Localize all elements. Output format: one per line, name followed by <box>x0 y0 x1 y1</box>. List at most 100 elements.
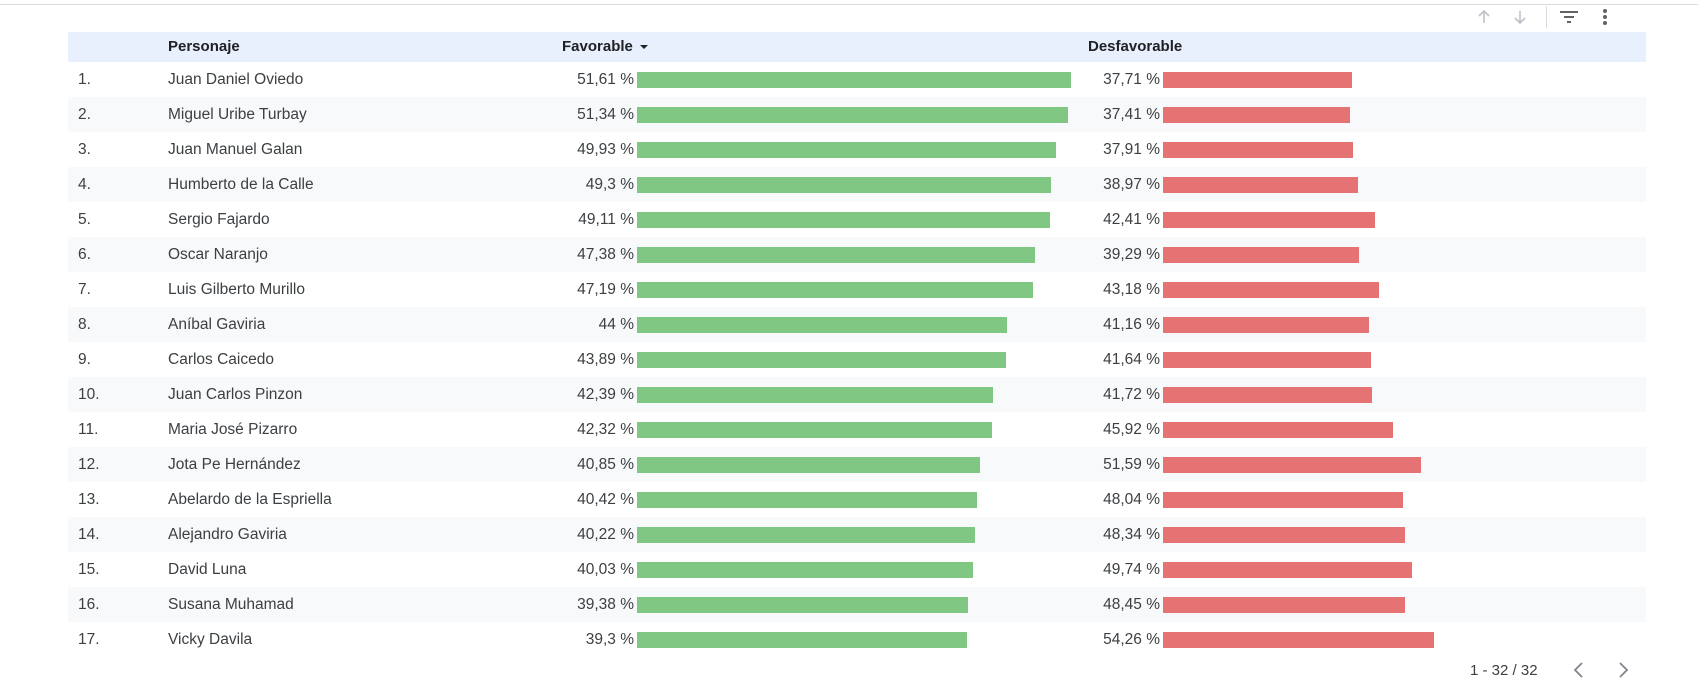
row-character-name: Alejandro Gaviria <box>168 526 287 543</box>
unfavorable-value: 43,18 % <box>1103 281 1160 298</box>
table-row[interactable]: 1. Juan Daniel Oviedo 51,61 % 37,71 % <box>68 62 1646 97</box>
unfavorable-bar <box>1163 177 1358 193</box>
table-row[interactable]: 13. Abelardo de la Espriella 40,42 % 48,04 … <box>68 482 1646 517</box>
header-desfavorable[interactable]: Desfavorable <box>1088 38 1183 55</box>
filter-icon <box>1560 11 1578 23</box>
unfavorable-bar <box>1163 352 1372 368</box>
table-row[interactable]: 9. Carlos Caicedo 43,89 % 41,64 % <box>68 342 1646 377</box>
row-character-name: Sergio Fajardo <box>168 211 270 228</box>
favorable-value: 51,61 % <box>577 71 634 88</box>
table-row[interactable]: 8. Aníbal Gaviria 44 % 41,16 % <box>68 307 1646 342</box>
pagination: 1 - 32 / 32 <box>1470 656 1652 684</box>
favorable-value: 42,39 % <box>577 386 634 403</box>
favorable-value: 51,34 % <box>577 106 634 123</box>
row-character-name: Vicky Davila <box>168 631 253 648</box>
table-row[interactable]: 3. Juan Manuel Galan 49,93 % 37,91 % <box>68 132 1646 167</box>
top-divider <box>0 4 1698 5</box>
unfavorable-bar <box>1163 457 1421 473</box>
row-character-name: Maria José Pizarro <box>168 421 298 438</box>
favorable-bar <box>637 177 1052 193</box>
sort-descending-button[interactable] <box>1506 4 1534 30</box>
favorable-value: 44 % <box>598 316 634 333</box>
table-toolbar <box>1470 4 1627 30</box>
unfavorable-bar <box>1163 212 1376 228</box>
row-character-name: Abelardo de la Espriella <box>168 491 332 508</box>
row-character-name: Luis Gilberto Murillo <box>168 281 305 298</box>
favorable-bar <box>637 247 1035 263</box>
favorable-value: 43,89 % <box>577 351 634 368</box>
more-options-button[interactable] <box>1591 4 1619 30</box>
unfavorable-value: 38,97 % <box>1103 176 1160 193</box>
unfavorable-value: 41,16 % <box>1103 316 1160 333</box>
arrow-down-icon <box>1514 11 1526 25</box>
row-character-name: Susana Muhamad <box>168 596 294 613</box>
row-index: 4. <box>78 176 91 193</box>
unfavorable-value: 37,41 % <box>1103 106 1160 123</box>
table-row[interactable]: 16. Susana Muhamad 39,38 % 48,45 % <box>68 587 1646 622</box>
sort-ascending-button[interactable] <box>1470 4 1498 30</box>
row-index: 12. <box>78 456 100 473</box>
row-index: 17. <box>78 631 100 648</box>
unfavorable-bar <box>1163 527 1405 543</box>
data-table: Personaje Favorable Desfavorable 1. Juan … <box>68 32 1646 657</box>
favorable-bar <box>637 282 1034 298</box>
favorable-bar <box>637 107 1069 123</box>
unfavorable-bar <box>1163 597 1406 613</box>
chevron-left-icon <box>1573 662 1583 678</box>
row-character-name: Juan Manuel Galan <box>168 141 303 158</box>
row-index: 9. <box>78 351 91 368</box>
favorable-value: 42,32 % <box>577 421 634 438</box>
row-index: 13. <box>78 491 100 508</box>
unfavorable-value: 49,74 % <box>1103 561 1160 578</box>
row-character-name: Miguel Uribe Turbay <box>168 106 307 123</box>
header-favorable-wrap[interactable]: Favorable <box>562 32 649 62</box>
unfavorable-value: 48,34 % <box>1103 526 1160 543</box>
unfavorable-bar <box>1163 247 1360 263</box>
table-header: Personaje Favorable Desfavorable <box>68 32 1646 62</box>
prev-page-button[interactable] <box>1564 656 1594 684</box>
favorable-value: 47,19 % <box>577 281 634 298</box>
unfavorable-bar <box>1163 632 1435 648</box>
favorable-bar <box>637 632 968 648</box>
table-row[interactable]: 14. Alejandro Gaviria 40,22 % 48,34 % <box>68 517 1646 552</box>
unfavorable-value: 48,04 % <box>1103 491 1160 508</box>
chevron-right-icon <box>1618 662 1628 678</box>
favorable-bar <box>637 422 993 438</box>
favorable-bar <box>637 352 1006 368</box>
favorable-value: 39,3 % <box>585 631 634 648</box>
table-row[interactable]: 4. Humberto de la Calle 49,3 % 38,97 % <box>68 167 1646 202</box>
toolbar-separator <box>1546 6 1547 28</box>
unfavorable-value: 54,26 % <box>1103 631 1160 648</box>
table-row[interactable]: 11. Maria José Pizarro 42,32 % 45,92 % <box>68 412 1646 447</box>
next-page-button[interactable] <box>1608 656 1638 684</box>
favorable-bar <box>637 142 1057 158</box>
unfavorable-bar <box>1163 492 1404 508</box>
favorable-bar <box>637 72 1071 88</box>
row-character-name: Humberto de la Calle <box>168 176 314 193</box>
more-vert-icon <box>1603 9 1607 25</box>
table-row[interactable]: 17. Vicky Davila 39,3 % 54,26 % <box>68 622 1646 657</box>
unfavorable-bar <box>1163 107 1351 123</box>
table-row[interactable]: 10. Juan Carlos Pinzon 42,39 % 41,72 % <box>68 377 1646 412</box>
unfavorable-bar <box>1163 387 1372 403</box>
table-row[interactable]: 6. Oscar Naranjo 47,38 % 39,29 % <box>68 237 1646 272</box>
table-row[interactable]: 15. David Luna 40,03 % 49,74 % <box>68 552 1646 587</box>
row-character-name: Jota Pe Hernández <box>168 456 301 473</box>
unfavorable-value: 41,64 % <box>1103 351 1160 368</box>
favorable-bar <box>637 597 968 613</box>
favorable-bar <box>637 212 1050 228</box>
header-personaje[interactable]: Personaje <box>168 38 240 55</box>
filter-button[interactable] <box>1555 4 1583 30</box>
unfavorable-value: 48,45 % <box>1103 596 1160 613</box>
favorable-value: 40,85 % <box>577 456 634 473</box>
sort-desc-caret-icon <box>639 45 648 50</box>
table-row[interactable]: 12. Jota Pe Hernández 40,85 % 51,59 % <box>68 447 1646 482</box>
favorable-value: 40,42 % <box>577 491 634 508</box>
header-favorable[interactable]: Favorable <box>562 38 633 55</box>
unfavorable-value: 45,92 % <box>1103 421 1160 438</box>
table-row[interactable]: 5. Sergio Fajardo 49,11 % 42,41 % <box>68 202 1646 237</box>
row-character-name: David Luna <box>168 561 247 578</box>
table-row[interactable]: 7. Luis Gilberto Murillo 47,19 % 43,18 % <box>68 272 1646 307</box>
favorable-value: 40,22 % <box>577 526 634 543</box>
table-row[interactable]: 2. Miguel Uribe Turbay 51,34 % 37,41 % <box>68 97 1646 132</box>
